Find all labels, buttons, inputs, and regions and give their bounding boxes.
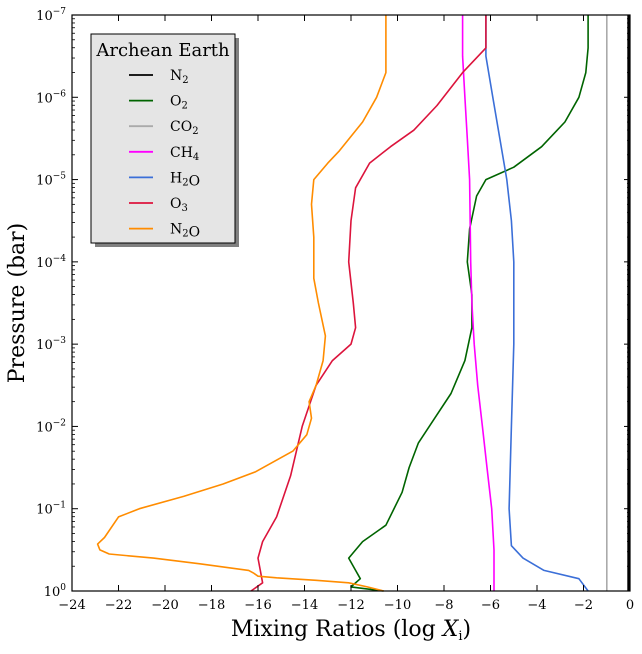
x-tick-label: −16 <box>244 598 271 613</box>
series-line-o3 <box>250 15 487 592</box>
y-tick-label: 10−6 <box>36 89 66 106</box>
y-tick-label: 10−4 <box>36 254 66 271</box>
legend: Archean Earth N2 O2 CO2 CH4 H2O O3 N2O <box>90 33 239 247</box>
series-layer <box>96 15 631 592</box>
y-tick-label: 10−2 <box>36 418 66 435</box>
legend-label-o3: O3 <box>170 196 188 214</box>
y-tick-label: 10−3 <box>36 336 66 353</box>
legend-box <box>90 33 236 244</box>
legend-label-co2: CO2 <box>170 119 199 137</box>
legend-label-h2o: H2O <box>170 170 200 189</box>
x-axis-title: Mixing Ratios (log Xi) <box>231 617 471 644</box>
x-tick-label: −18 <box>198 598 225 613</box>
legend-label-ch4: CH4 <box>170 145 199 163</box>
y-axis-title: Pressure (bar) <box>5 223 30 384</box>
series-line-ch4 <box>461 15 495 591</box>
legend-label-n2o: N2O <box>170 222 200 241</box>
x-tick-label: 0 <box>626 598 634 613</box>
tick-layer: −24 −22 −20 −18 −16 −14 −12 −10 −8 −6 −4 −2 010010−1… <box>36 7 634 613</box>
y-tick-label: 10−5 <box>36 172 66 189</box>
series-line-n2o <box>96 15 387 592</box>
x-tick-label: −10 <box>384 598 411 613</box>
series-line-h2o <box>485 15 589 592</box>
x-tick-label: −12 <box>337 598 364 613</box>
y-tick-label: 10−7 <box>36 7 66 24</box>
x-tick-label: −6 <box>481 598 500 613</box>
x-tick-label: −2 <box>574 598 593 613</box>
x-tick-label: −20 <box>151 598 178 613</box>
x-tick-label: −14 <box>291 598 318 613</box>
legend-label-o2: O2 <box>170 94 188 112</box>
legend-label-n2: N2 <box>170 68 189 86</box>
x-tick-label: −8 <box>434 598 453 613</box>
x-tick-label: −4 <box>527 598 546 613</box>
legend-title: Archean Earth <box>95 40 230 61</box>
y-tick-label: 100 <box>44 583 67 600</box>
legend-items: N2 O2 CO2 CH4 H2O O3 N2O <box>129 68 200 241</box>
series-line-o2 <box>347 15 589 592</box>
x-tick-label: −22 <box>105 598 132 613</box>
y-tick-label: 10−1 <box>36 501 66 518</box>
x-tick-label: −24 <box>58 598 85 613</box>
